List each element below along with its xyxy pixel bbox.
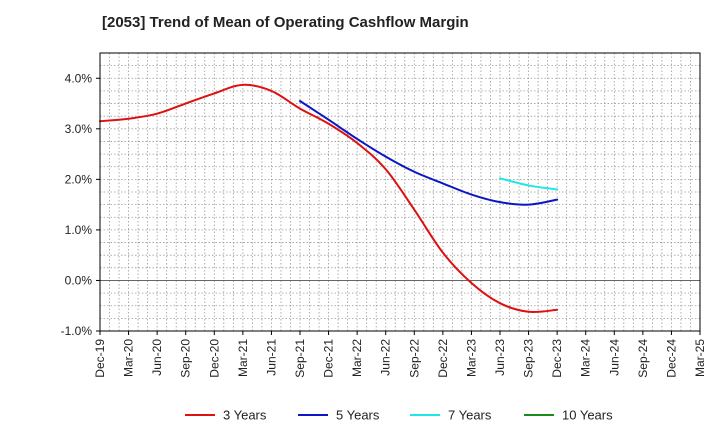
x-tick-label: Jun-21 (264, 339, 278, 376)
x-tick-label: Dec-20 (207, 339, 221, 378)
x-tick-label: Dec-22 (436, 339, 450, 378)
x-tick-label: Mar-20 (122, 339, 136, 377)
x-tick-label: Jun-20 (150, 339, 164, 376)
x-tick-label: Mar-22 (350, 339, 364, 377)
legend-item-5-years: 5 Years (298, 408, 380, 423)
y-tick-label: 0.0% (65, 273, 93, 287)
x-axis-ticks: Dec-19 Mar-20 Jun-20 Sep-20 Dec-20 Mar-21 Jun-… (93, 331, 707, 378)
y-tick-label: 2.0% (65, 172, 93, 186)
legend-label-10-years: 10 Years (562, 408, 613, 423)
x-tick-label: Dec-24 (664, 339, 678, 378)
x-tick-label: Dec-23 (550, 339, 564, 378)
series-lines (99, 83, 559, 314)
legend-label-5-years: 5 Years (336, 408, 380, 423)
x-tick-label: Dec-19 (93, 339, 107, 378)
x-tick-label: Mar-21 (236, 339, 250, 377)
plot-area (100, 53, 700, 331)
legend-label-3-years: 3 Years (223, 408, 267, 423)
x-tick-label: Sep-24 (636, 339, 650, 378)
y-tick-label: 1.0% (65, 223, 93, 237)
series-line-3-years (99, 83, 559, 314)
legend-label-7-years: 7 Years (448, 408, 492, 423)
x-tick-label: Jun-22 (379, 339, 393, 376)
x-tick-label: Mar-24 (579, 339, 593, 377)
y-axis-ticks: -1.0% 0.0% 1.0% 2.0% 3.0% 4.0% (61, 71, 100, 338)
x-tick-label: Sep-20 (179, 339, 193, 378)
x-tick-label: Sep-22 (407, 339, 421, 378)
plot-border (99, 52, 701, 332)
series-line-7-years (499, 177, 559, 191)
y-tick-label: 3.0% (65, 122, 93, 136)
legend-item-10-years: 10 Years (524, 408, 613, 423)
y-tick-label: 4.0% (65, 71, 93, 85)
x-tick-label: Sep-23 (522, 339, 536, 378)
legend-item-3-years: 3 Years (185, 408, 267, 423)
x-tick-label: Jun-24 (607, 339, 621, 376)
x-tick-label: Sep-21 (293, 339, 307, 378)
legend: 3 Years 5 Years 7 Years 10 Years (185, 408, 613, 423)
x-tick-label: Jun-23 (493, 339, 507, 376)
legend-item-7-years: 7 Years (410, 408, 492, 423)
x-tick-label: Mar-23 (464, 339, 478, 377)
y-tick-label: -1.0% (61, 324, 93, 338)
grid-lines (100, 53, 700, 331)
x-tick-label: Mar-25 (693, 339, 707, 377)
chart-title: [2053] Trend of Mean of Operating Cashfl… (102, 14, 469, 31)
x-tick-label: Dec-21 (322, 339, 336, 378)
series-line-5-years (299, 100, 559, 206)
